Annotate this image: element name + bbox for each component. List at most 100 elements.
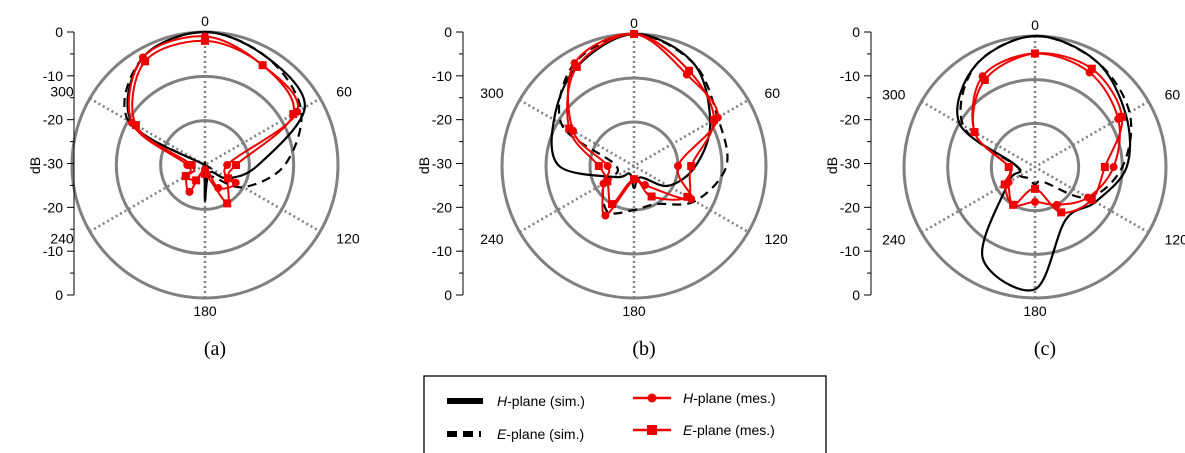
radial-tick-label: 0 <box>852 24 860 40</box>
data-point-e_mes <box>565 124 574 133</box>
data-point-e_mes <box>131 121 140 130</box>
data-point-e_mes <box>201 169 209 178</box>
data-point-e_mes <box>687 162 696 170</box>
data-point-e_mes <box>1117 112 1126 121</box>
data-point-e_mes <box>289 110 298 119</box>
data-point-e_mes <box>572 62 581 71</box>
angle-label: 300 <box>882 87 906 103</box>
angle-label: 240 <box>480 231 504 247</box>
data-point-e_mes <box>258 61 267 70</box>
y-axis-label: dB <box>416 157 432 174</box>
data-point-e_mes <box>710 115 719 124</box>
angle-label: 120 <box>1165 232 1185 248</box>
data-point-h_mes <box>185 187 194 196</box>
legend-item-e_mes: E-plane (mes.) <box>633 422 775 438</box>
radial-tick-label: -10 <box>840 68 860 84</box>
radial-tick-label: -20 <box>43 199 63 215</box>
legend-item-h_sim: H-plane (sim.) <box>447 393 585 409</box>
radial-tick-label: -10 <box>43 243 63 259</box>
radial-tick-label: -10 <box>840 243 860 259</box>
data-point-h_mes <box>223 161 232 169</box>
data-point-e_mes <box>594 162 603 170</box>
data-point-e_mes <box>1004 163 1013 171</box>
legend-item-e_sim: E-plane (sim.) <box>447 426 584 442</box>
angle-label: 0 <box>1031 17 1039 33</box>
data-point-e_mes <box>630 175 638 184</box>
legend-label: H-plane (mes.) <box>683 390 776 406</box>
angle-label: 180 <box>622 303 646 319</box>
legend-item-h_mes: H-plane (mes.) <box>633 390 776 406</box>
data-point-e_mes <box>683 192 692 201</box>
angle-label: 240 <box>882 232 906 248</box>
legend-marker <box>647 393 657 403</box>
series-line-e_mes <box>566 32 716 206</box>
legend-label: E-plane (sim.) <box>497 426 584 442</box>
angle-label: 240 <box>50 231 74 247</box>
y-axis-label: dB <box>824 157 840 174</box>
data-point-e_mes <box>1100 163 1109 171</box>
grid-circle <box>989 121 1081 213</box>
data-point-e_mes <box>201 36 209 45</box>
data-point-e_mes <box>608 200 616 209</box>
radial-tick-label: -20 <box>432 112 452 128</box>
data-point-e_mes <box>187 161 196 169</box>
data-point-e_mes <box>1057 208 1066 217</box>
angle-label: 0 <box>630 15 638 31</box>
angle-label: 300 <box>50 84 74 100</box>
series-line-e_sim <box>123 30 303 189</box>
radial-tick-label: 0 <box>55 287 63 303</box>
legend: H-plane (sim.) H-plane (mes.) E-plane (sim… <box>423 375 827 453</box>
grid-spoke <box>920 100 1150 234</box>
data-point-e_mes <box>647 192 656 201</box>
angle-label: 300 <box>480 85 504 101</box>
data-point-h_mes <box>1052 200 1061 209</box>
radial-tick-label: 0 <box>55 24 63 40</box>
radial-tick-label: -30 <box>840 156 860 172</box>
data-point-e_mes <box>1087 195 1096 204</box>
polar-panel-c: 0 60 120 180 240 300 0 -10 -20 -30 -20 -10 0 dB (c) <box>824 17 1185 360</box>
angle-label: 60 <box>1165 87 1181 103</box>
radial-tick-label: -30 <box>432 156 452 172</box>
data-point-h_mes <box>231 178 240 187</box>
data-point-h_mes <box>603 162 612 170</box>
legend-box <box>423 375 827 453</box>
series-line-h_sim <box>550 32 712 190</box>
panel-caption: (b) <box>632 338 655 360</box>
data-point-e_mes <box>603 177 612 186</box>
grid-spoke <box>89 97 321 233</box>
radial-tick-label: -20 <box>840 199 860 215</box>
data-point-h_mes <box>674 162 682 170</box>
radial-tick-label: -10 <box>432 68 452 84</box>
panel-caption: (c) <box>1034 338 1056 360</box>
data-point-e_mes <box>980 76 989 85</box>
radial-tick-label: -20 <box>840 112 860 128</box>
radial-tick-label: 0 <box>444 287 452 303</box>
radial-tick-label: -20 <box>432 199 452 215</box>
legend-label: E-plane (mes.) <box>683 422 775 438</box>
radial-tick-label: -10 <box>432 243 452 259</box>
data-point-e_mes <box>224 174 233 183</box>
legend-label: H-plane (sim.) <box>497 393 585 409</box>
angle-label: 60 <box>336 84 352 100</box>
radial-tick-label: -20 <box>43 112 63 128</box>
polar-panel-a: 0 60 120 180 240 300 0 -10 -20 -30 -20 -10 0 dB (a) <box>27 13 360 360</box>
y-axis-label: dB <box>27 157 43 174</box>
data-point-e_mes <box>1031 49 1039 58</box>
series-line-h_mes <box>127 35 299 193</box>
data-point-h_mes <box>1031 197 1039 206</box>
radial-tick-label: 0 <box>852 287 860 303</box>
angle-label: 60 <box>764 85 780 101</box>
angle-label: 180 <box>1023 303 1047 319</box>
data-point-e_mes <box>685 66 693 75</box>
angle-label: 120 <box>764 231 788 247</box>
angle-label: 120 <box>336 231 360 247</box>
data-point-e_mes <box>970 128 979 137</box>
angle-label: 180 <box>193 303 217 319</box>
data-point-e_mes <box>232 161 241 169</box>
data-point-e_mes <box>1009 200 1018 209</box>
radial-tick-label: -10 <box>43 68 63 84</box>
data-point-e_mes <box>141 57 150 66</box>
radial-tick-label: 0 <box>444 24 452 40</box>
data-point-e_mes <box>1031 184 1039 193</box>
